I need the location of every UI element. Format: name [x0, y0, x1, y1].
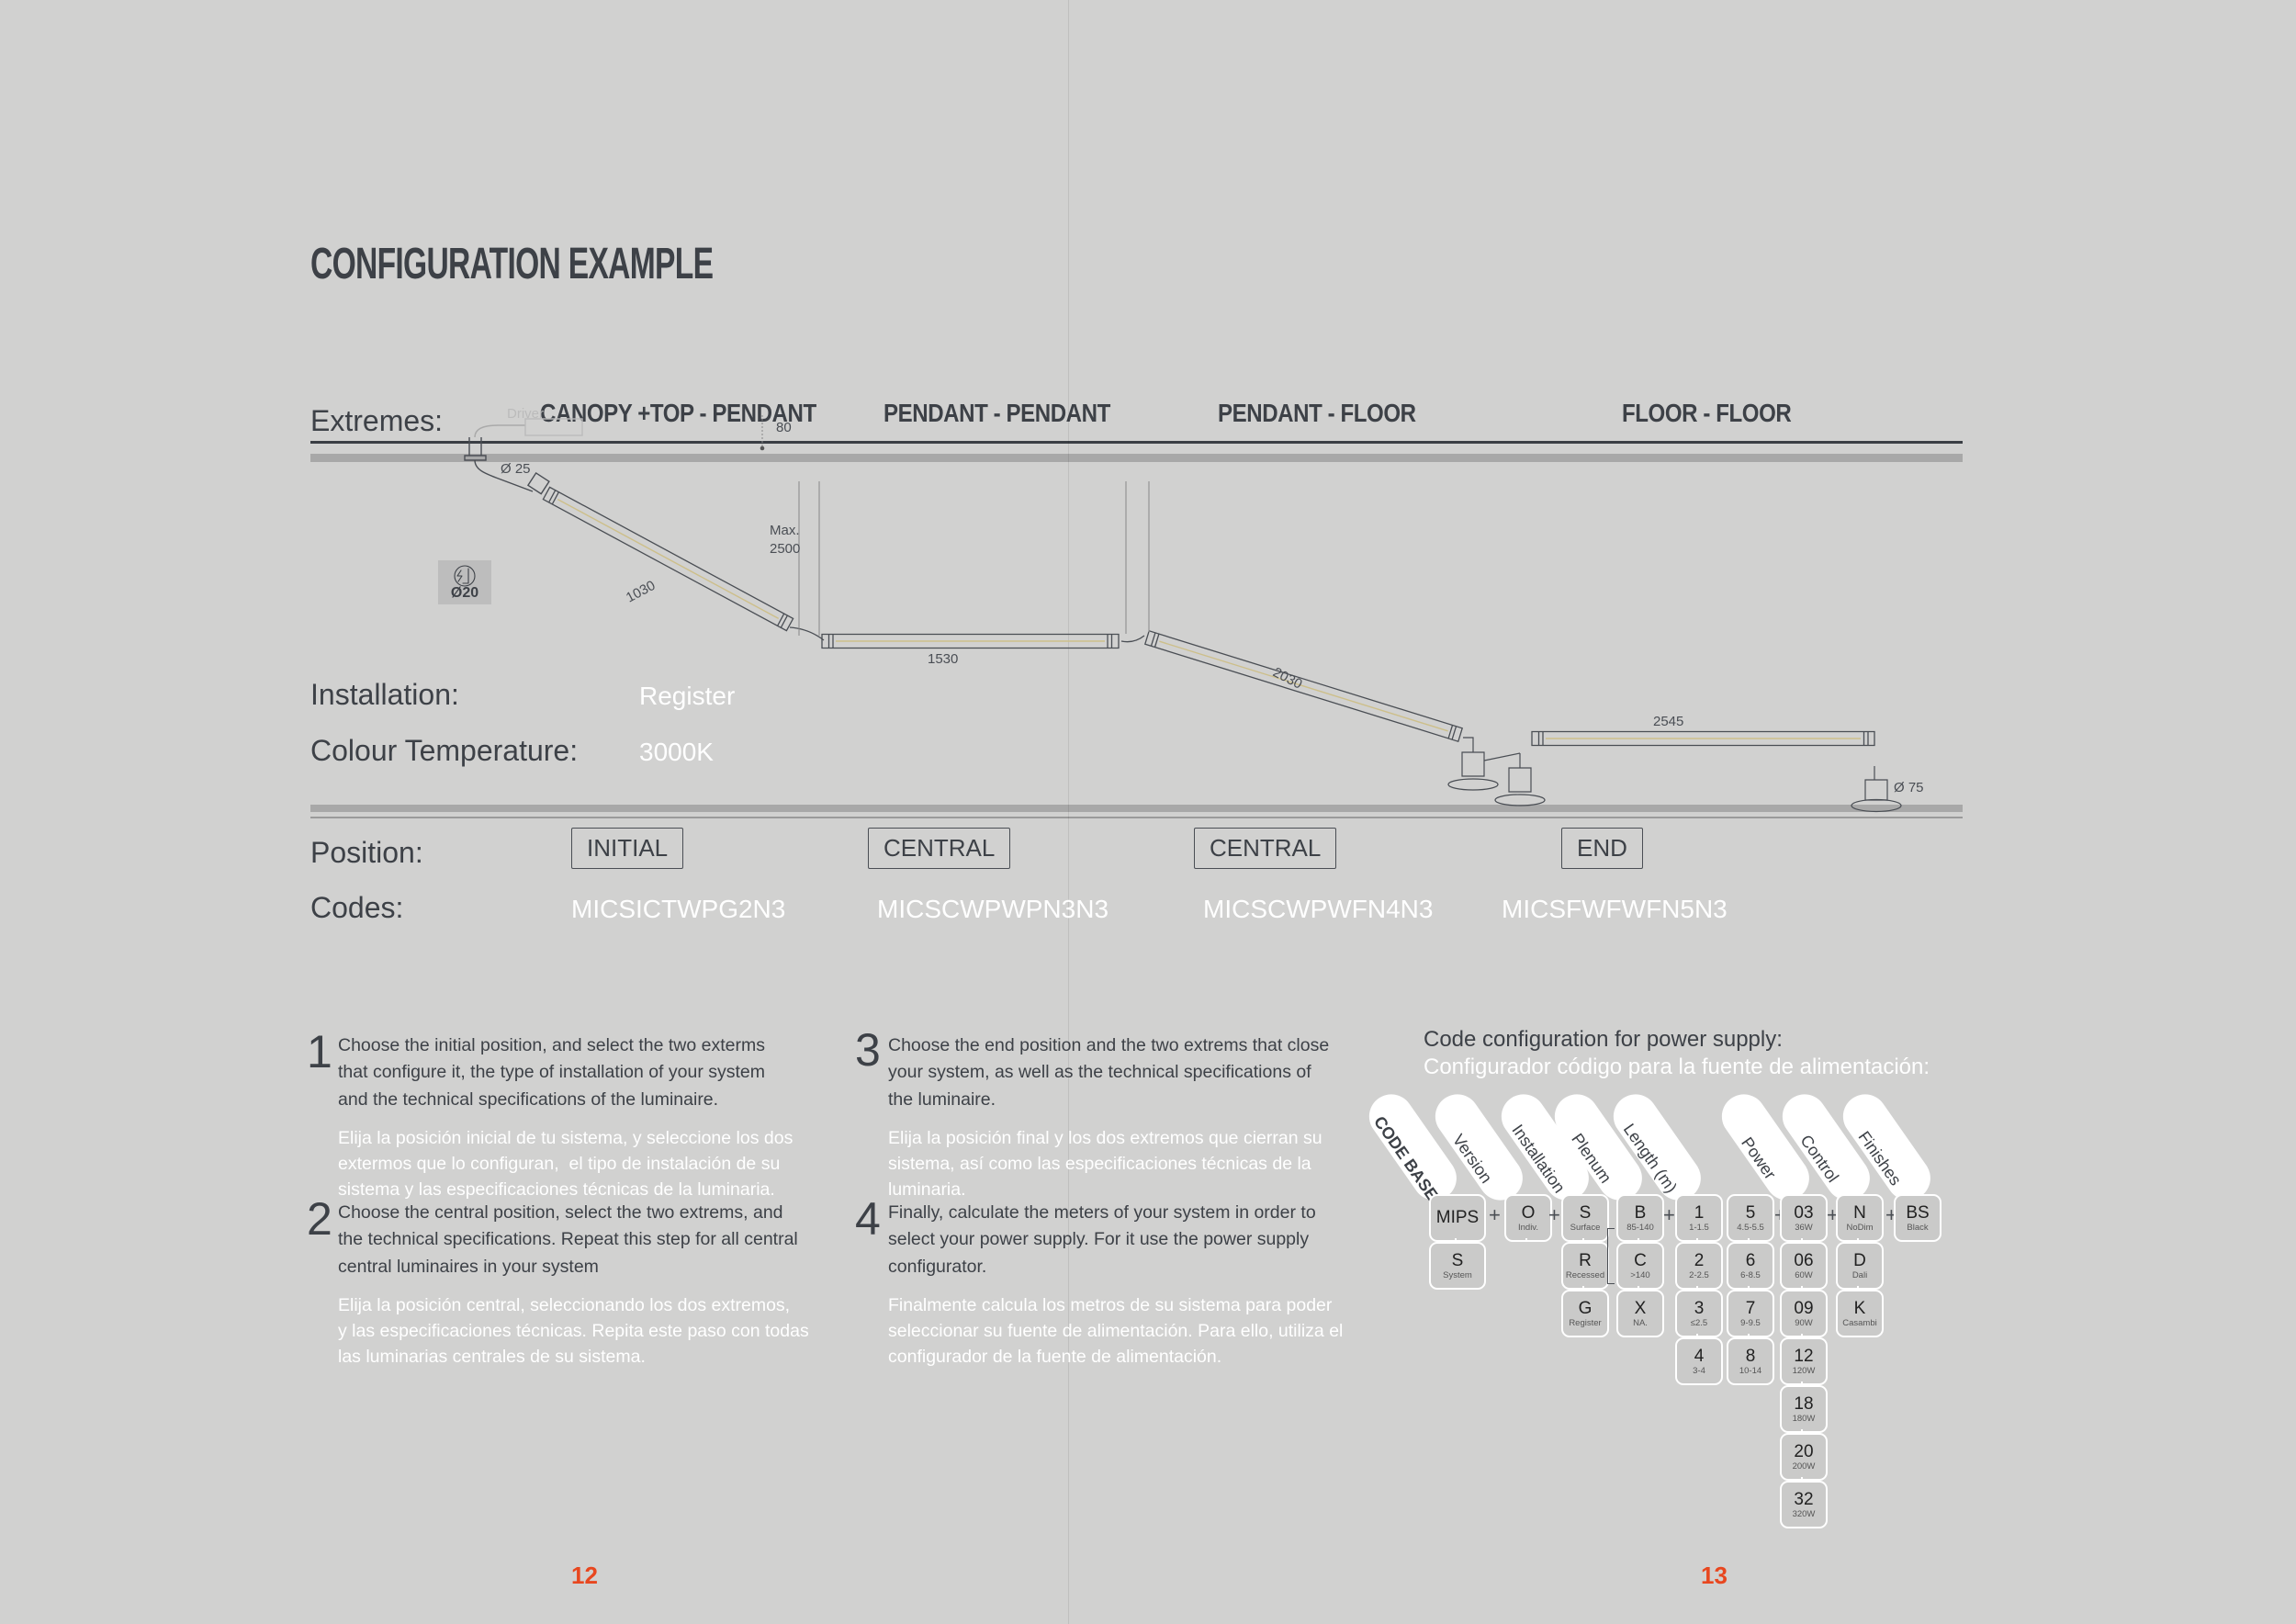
svg-text:80: 80 — [776, 420, 792, 435]
svg-text:2500: 2500 — [770, 541, 800, 557]
svg-text:Ø 25: Ø 25 — [501, 461, 531, 477]
svg-text:Max.: Max. — [770, 523, 800, 538]
svg-text:2545: 2545 — [1653, 714, 1683, 729]
svg-text:1530: 1530 — [928, 651, 958, 667]
svg-text:Ø20: Ø20 — [451, 585, 478, 601]
svg-text:Driver: Driver — [507, 406, 544, 422]
svg-text:Ø 75: Ø 75 — [1894, 780, 1924, 795]
svg-text:1030: 1030 — [624, 578, 658, 606]
